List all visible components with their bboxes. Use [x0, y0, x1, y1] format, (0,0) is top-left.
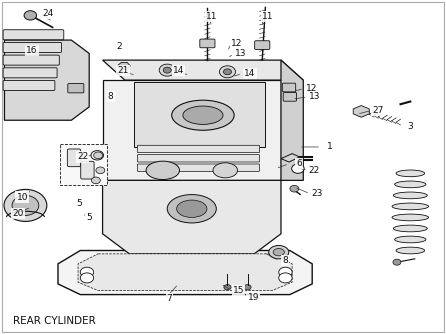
Ellipse shape: [395, 236, 426, 243]
Text: 11: 11: [262, 12, 273, 21]
FancyBboxPatch shape: [3, 55, 59, 65]
Circle shape: [80, 267, 94, 277]
FancyBboxPatch shape: [3, 80, 55, 91]
Text: 20: 20: [12, 209, 24, 218]
Ellipse shape: [167, 194, 216, 223]
Polygon shape: [4, 40, 89, 120]
FancyBboxPatch shape: [68, 84, 84, 93]
Circle shape: [80, 273, 94, 283]
Circle shape: [279, 267, 292, 277]
Circle shape: [12, 195, 39, 215]
FancyBboxPatch shape: [67, 149, 81, 167]
Polygon shape: [281, 154, 300, 162]
Text: 15: 15: [233, 286, 244, 295]
Polygon shape: [103, 80, 281, 180]
Ellipse shape: [177, 200, 207, 217]
Ellipse shape: [392, 203, 429, 210]
Circle shape: [163, 67, 171, 73]
Ellipse shape: [213, 163, 237, 178]
Text: 8: 8: [108, 93, 113, 101]
FancyBboxPatch shape: [81, 161, 94, 179]
Text: 13: 13: [309, 93, 321, 101]
Text: 7: 7: [167, 295, 172, 303]
Circle shape: [159, 64, 175, 76]
Polygon shape: [117, 62, 130, 69]
FancyBboxPatch shape: [3, 68, 57, 78]
Text: 14: 14: [173, 66, 184, 74]
Ellipse shape: [392, 214, 429, 221]
Circle shape: [292, 164, 304, 173]
Polygon shape: [353, 106, 369, 117]
FancyBboxPatch shape: [137, 155, 260, 162]
Ellipse shape: [393, 225, 427, 232]
FancyBboxPatch shape: [200, 39, 215, 48]
Circle shape: [279, 273, 292, 283]
Text: 12: 12: [231, 39, 242, 48]
FancyBboxPatch shape: [255, 41, 270, 49]
Circle shape: [94, 152, 103, 159]
Polygon shape: [60, 144, 107, 185]
Text: 24: 24: [42, 9, 54, 18]
Text: 1: 1: [327, 143, 333, 151]
Ellipse shape: [146, 161, 179, 180]
Ellipse shape: [172, 100, 234, 130]
Ellipse shape: [183, 106, 223, 124]
Polygon shape: [103, 60, 303, 80]
Circle shape: [223, 69, 231, 75]
Ellipse shape: [268, 245, 289, 259]
Text: 5: 5: [87, 213, 92, 221]
Ellipse shape: [273, 248, 285, 256]
Text: 10: 10: [17, 193, 28, 201]
Circle shape: [91, 177, 100, 184]
Text: 8: 8: [283, 256, 288, 265]
Text: 27: 27: [372, 106, 384, 115]
Text: 22: 22: [77, 153, 88, 161]
Circle shape: [96, 167, 105, 174]
Polygon shape: [78, 254, 292, 291]
Text: 23: 23: [311, 189, 322, 198]
FancyBboxPatch shape: [3, 42, 62, 52]
Circle shape: [4, 189, 47, 221]
Ellipse shape: [393, 192, 427, 199]
Circle shape: [393, 259, 401, 265]
FancyBboxPatch shape: [282, 83, 296, 92]
Text: 19: 19: [248, 293, 259, 302]
Text: 21: 21: [117, 66, 129, 74]
Circle shape: [290, 185, 299, 192]
Circle shape: [24, 11, 37, 20]
Ellipse shape: [395, 181, 426, 188]
FancyBboxPatch shape: [137, 145, 260, 153]
Text: 2: 2: [117, 42, 122, 51]
Text: 22: 22: [309, 166, 320, 175]
Text: 14: 14: [244, 69, 256, 78]
Text: 12: 12: [306, 84, 317, 93]
FancyBboxPatch shape: [3, 30, 64, 40]
Text: REAR CYLINDER: REAR CYLINDER: [13, 316, 96, 326]
Circle shape: [224, 285, 231, 290]
Polygon shape: [281, 60, 303, 180]
Ellipse shape: [396, 247, 425, 254]
Text: 11: 11: [206, 12, 218, 21]
Circle shape: [244, 285, 251, 290]
Text: 5: 5: [77, 199, 82, 208]
Text: 13: 13: [235, 49, 247, 58]
Polygon shape: [58, 250, 312, 295]
Polygon shape: [134, 82, 265, 147]
Polygon shape: [103, 180, 281, 254]
FancyBboxPatch shape: [283, 93, 297, 101]
Text: 16: 16: [26, 46, 38, 54]
Circle shape: [219, 66, 235, 78]
Text: 3: 3: [408, 123, 413, 131]
FancyBboxPatch shape: [137, 164, 260, 171]
Ellipse shape: [396, 170, 425, 177]
Circle shape: [91, 151, 103, 160]
Text: 6: 6: [296, 159, 301, 168]
